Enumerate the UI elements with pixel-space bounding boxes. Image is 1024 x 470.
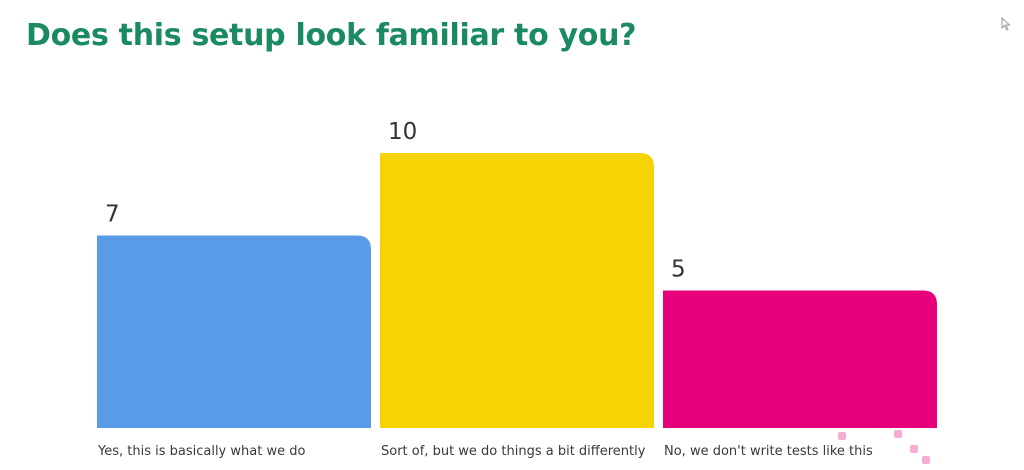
category-label: Yes, this is basically what we do [97,444,305,459]
reaction-emoji [838,432,846,440]
reaction-emoji [910,445,918,453]
value-label: 7 [105,202,120,228]
value-label: 5 [671,257,686,283]
bar-1 [97,235,371,428]
reaction-emoji [894,430,902,438]
mouse-pointer-icon [1001,17,1011,31]
category-label: Sort of, but we do things a bit differen… [381,444,646,459]
value-label: 10 [388,119,417,145]
reaction-emoji [922,456,930,464]
bar-3 [663,290,937,428]
bar-2 [380,153,654,428]
category-label: No, we don't write tests like this [664,444,873,459]
page-title: Does this setup look familiar to you? [26,18,637,53]
